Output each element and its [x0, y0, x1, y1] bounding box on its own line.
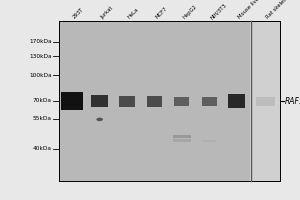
FancyBboxPatch shape — [174, 97, 189, 106]
Text: RAF1: RAF1 — [285, 97, 300, 106]
FancyBboxPatch shape — [256, 97, 275, 106]
FancyBboxPatch shape — [173, 135, 191, 138]
Text: NIH/3T3: NIH/3T3 — [209, 2, 228, 20]
Bar — [58, 21, 250, 181]
Text: 40kDa: 40kDa — [33, 146, 52, 152]
FancyBboxPatch shape — [147, 96, 162, 107]
FancyBboxPatch shape — [61, 92, 83, 110]
Text: 100kDa: 100kDa — [29, 73, 52, 78]
Text: HeLa: HeLa — [127, 7, 140, 20]
Text: Jurkat: Jurkat — [100, 6, 114, 20]
Text: Rat skeletal muscle: Rat skeletal muscle — [265, 0, 300, 20]
FancyBboxPatch shape — [228, 94, 245, 108]
FancyBboxPatch shape — [202, 140, 216, 142]
FancyBboxPatch shape — [91, 95, 108, 107]
Text: 55kDa: 55kDa — [33, 116, 52, 121]
FancyBboxPatch shape — [202, 97, 217, 106]
Text: 293T: 293T — [72, 7, 85, 20]
FancyBboxPatch shape — [173, 139, 191, 142]
Bar — [250, 21, 280, 181]
Text: MCF7: MCF7 — [154, 6, 168, 20]
Text: 170kDa: 170kDa — [29, 39, 52, 44]
Text: 70kDa: 70kDa — [33, 98, 52, 104]
Text: Mouse liver: Mouse liver — [237, 0, 262, 20]
Text: HepG2: HepG2 — [182, 4, 198, 20]
FancyBboxPatch shape — [119, 96, 135, 107]
Text: 130kDa: 130kDa — [29, 54, 52, 59]
Ellipse shape — [96, 118, 103, 121]
